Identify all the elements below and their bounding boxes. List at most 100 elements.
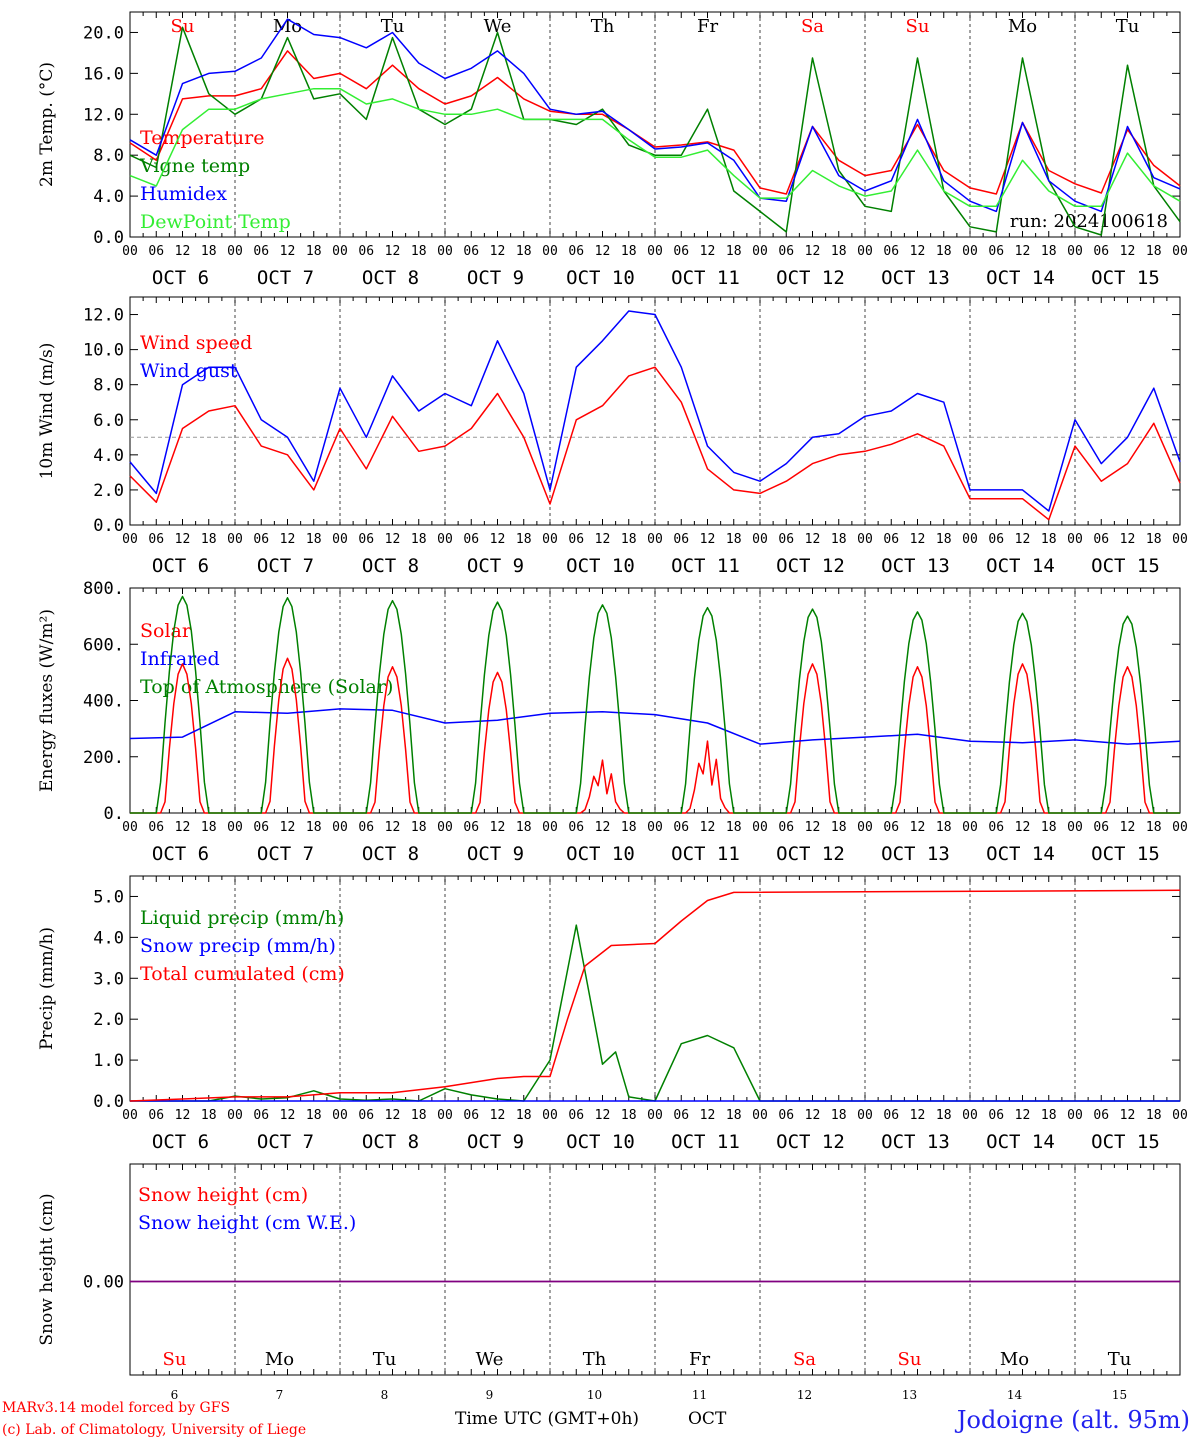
legend-entry: Humidex	[140, 183, 227, 205]
hour-tick-label: 06	[253, 820, 269, 835]
hour-tick-label: 18	[516, 244, 532, 259]
hour-tick-label: 00	[542, 820, 558, 835]
y-tick-label: 20.0	[83, 23, 124, 43]
hour-tick-label: 00	[962, 532, 978, 547]
hour-tick-label: 00	[227, 820, 243, 835]
legend-entry: Total cumulated (cm)	[140, 963, 345, 985]
weekday-label: Sa	[793, 1349, 816, 1370]
hour-tick-label: 06	[1093, 1108, 1109, 1123]
day-label: OCT 14	[986, 555, 1055, 577]
hour-tick-label: 06	[253, 244, 269, 259]
hour-tick-label: 12	[490, 820, 506, 835]
day-label: OCT 7	[257, 1131, 314, 1153]
day-number: 13	[902, 1388, 917, 1402]
lab-credit: (c) Lab. of Climatology, University of L…	[2, 1422, 306, 1438]
hour-tick-label: 12	[805, 244, 821, 259]
y-tick-label: 600.	[83, 635, 124, 655]
hour-tick-label: 06	[148, 1108, 164, 1123]
weekday-label: Su	[163, 1349, 187, 1370]
day-label: OCT 15	[1091, 555, 1160, 577]
hour-tick-label: 12	[805, 532, 821, 547]
y-axis-label: 10m Wind (m/s)	[37, 343, 57, 480]
hour-tick-label: 00	[857, 244, 873, 259]
hour-tick-label: 12	[1015, 820, 1031, 835]
y-tick-label: 12.0	[83, 306, 124, 326]
hour-tick-label: 18	[306, 820, 322, 835]
hour-tick-label: 06	[463, 820, 479, 835]
hour-tick-label: 00	[647, 820, 663, 835]
hour-tick-label: 06	[568, 820, 584, 835]
y-tick-label: 4.0	[93, 187, 124, 207]
weekday-label: Th	[583, 1349, 607, 1370]
hour-tick-label: 12	[280, 532, 296, 547]
hour-tick-label: 18	[1041, 820, 1057, 835]
hour-tick-label: 12	[595, 1108, 611, 1123]
y-axis-label: 2m Temp. (°C)	[37, 62, 57, 187]
hour-tick-label: 18	[516, 820, 532, 835]
day-label: OCT 7	[257, 267, 314, 289]
month-label: OCT	[688, 1409, 727, 1429]
legend-entry: Top of Atmosphere (Solar)	[140, 676, 393, 698]
y-axis-label: Snow height (cm)	[37, 1193, 57, 1345]
hour-tick-label: 06	[988, 244, 1004, 259]
hour-tick-label: 00	[752, 244, 768, 259]
hour-tick-label: 12	[1015, 532, 1031, 547]
y-tick-label: 3.0	[93, 969, 124, 989]
hour-tick-label: 00	[122, 1108, 138, 1123]
hour-tick-label: 12	[280, 1108, 296, 1123]
y-tick-label: 400.	[83, 692, 124, 712]
hour-tick-label: 12	[175, 244, 191, 259]
hour-tick-label: 06	[673, 820, 689, 835]
day-label: OCT 6	[152, 267, 209, 289]
hour-tick-label: 00	[122, 244, 138, 259]
day-label: OCT 12	[776, 555, 845, 577]
hour-tick-label: 00	[227, 1108, 243, 1123]
hour-tick-label: 06	[568, 1108, 584, 1123]
hour-tick-label: 18	[1146, 1108, 1162, 1123]
weekday-label: Su	[171, 16, 195, 37]
weekday-label: Su	[898, 1349, 922, 1370]
y-axis-label: Energy fluxes (W/m²)	[37, 609, 57, 792]
hour-tick-label: 12	[385, 532, 401, 547]
day-label: OCT 9	[467, 1131, 524, 1153]
hour-tick-label: 18	[936, 1108, 952, 1123]
weekday-label: Mo	[265, 1349, 294, 1370]
hour-tick-label: 12	[385, 820, 401, 835]
legend-entry: Snow height (cm W.E.)	[138, 1212, 356, 1234]
y-axis-label: Precip (mm/h)	[37, 927, 57, 1050]
panel-2: 0.0 2.0 4.0 6.0 8.0 10.0 12.0 10m Wind (m/s) 00 0…	[37, 296, 1188, 577]
legend-entry: Snow height (cm)	[138, 1184, 308, 1206]
hour-tick-label: 06	[988, 820, 1004, 835]
day-label: OCT 15	[1091, 267, 1160, 289]
hour-tick-label: 00	[332, 1108, 348, 1123]
day-label: OCT 6	[152, 843, 209, 865]
hour-tick-label: 00	[542, 1108, 558, 1123]
y-tick-label: 0.	[104, 804, 124, 824]
hour-tick-label: 00	[122, 532, 138, 547]
hour-tick-label: 12	[700, 1108, 716, 1123]
hour-tick-label: 18	[621, 1108, 637, 1123]
series-group	[129, 595, 1181, 814]
hour-tick-label: 12	[385, 244, 401, 259]
weekday-label: We	[484, 16, 512, 37]
hour-tick-label: 06	[253, 1108, 269, 1123]
day-label: OCT 9	[467, 843, 524, 865]
day-label: OCT 9	[467, 267, 524, 289]
hour-tick-label: 12	[805, 820, 821, 835]
hour-tick-label: 12	[1015, 1108, 1031, 1123]
hour-tick-label: 06	[358, 532, 374, 547]
hour-tick-label: 18	[306, 1108, 322, 1123]
hour-tick-label: 06	[988, 532, 1004, 547]
weekday-label: Fr	[689, 1349, 710, 1370]
hour-tick-label: 06	[148, 820, 164, 835]
series-group	[129, 889, 1181, 1102]
hour-tick-label: 12	[490, 532, 506, 547]
hour-tick-label: 18	[936, 532, 952, 547]
hour-tick-label: 18	[1146, 244, 1162, 259]
hour-tick-label: 06	[1093, 820, 1109, 835]
hour-tick-label: 00	[437, 820, 453, 835]
y-tick-label: 4.0	[93, 446, 124, 466]
hour-tick-label: 18	[726, 1108, 742, 1123]
panel-3: 0. 200. 400. 600. 800. Energy fluxes (W/m²) 00…	[37, 579, 1188, 865]
